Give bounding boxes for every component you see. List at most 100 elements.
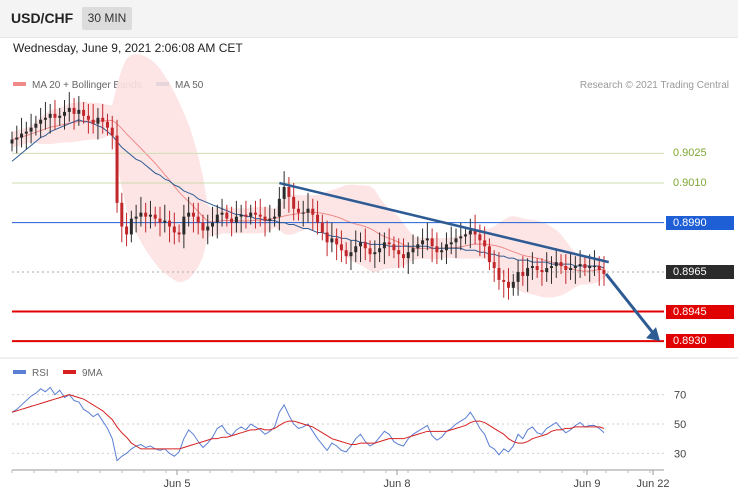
- resistance-trendline: [279, 181, 610, 264]
- candle-body: [330, 238, 334, 243]
- candle-body: [82, 109, 86, 116]
- candle-body: [602, 270, 606, 274]
- candle-body: [306, 208, 310, 213]
- candle-body: [583, 264, 587, 269]
- candle-body: [134, 216, 138, 219]
- candle-body: [91, 119, 95, 124]
- candle-body: [411, 248, 415, 253]
- candle-body: [564, 266, 568, 271]
- candle-body: [421, 240, 425, 245]
- candle-body: [253, 212, 257, 215]
- candle-body: [473, 230, 477, 235]
- candle-body: [569, 268, 573, 271]
- candle-body: [201, 222, 205, 231]
- candle-body: [206, 226, 210, 231]
- ma20-legend-label: MA 20 + Bollinger Bands: [32, 80, 142, 91]
- candle-body: [335, 238, 339, 245]
- candle-body: [573, 266, 577, 269]
- rsi-swatch: [13, 370, 26, 375]
- level-label-0.8990: 0.8990: [666, 215, 734, 230]
- time-tick-label: Jun 22: [636, 478, 669, 490]
- candle-body: [440, 250, 444, 253]
- candle-body: [48, 113, 52, 118]
- rsi-ma-legend-label: 9MA: [82, 368, 103, 379]
- candle-body: [110, 127, 114, 136]
- candle-body: [363, 242, 367, 249]
- candle-body: [158, 218, 162, 223]
- candle-body: [282, 186, 286, 199]
- candle-body: [215, 214, 219, 223]
- rsi-ma-line: [11, 394, 605, 450]
- candle-body: [301, 212, 305, 214]
- rsi-line: [11, 386, 605, 462]
- timestamp: Wednesday, June 9, 2021 2:06:08 AM CET: [13, 41, 243, 55]
- candle-body: [339, 244, 343, 251]
- candle-body: [449, 242, 453, 245]
- candle-body: [382, 242, 386, 249]
- candle-body: [540, 270, 544, 272]
- candle-body: [425, 238, 429, 241]
- level-label-0.9010: 0.9010: [673, 177, 707, 190]
- candle-body: [153, 214, 157, 219]
- ma50-legend-label: MA 50: [175, 80, 204, 91]
- candle-body: [354, 246, 358, 253]
- candle-body: [168, 220, 172, 227]
- candle-body: [268, 218, 272, 221]
- candle-body: [86, 115, 90, 120]
- rsi-legend: RSI: [13, 368, 49, 379]
- candle-body: [258, 214, 262, 217]
- candle-body: [435, 246, 439, 253]
- candle-body: [244, 214, 248, 217]
- candle-body: [296, 208, 300, 213]
- candle-body: [325, 232, 329, 243]
- candle-body: [63, 111, 67, 116]
- research-credit: Research © 2021 Trading Central: [579, 80, 729, 91]
- candle-body: [148, 214, 152, 217]
- candle-body: [24, 131, 28, 134]
- candle-body: [507, 281, 511, 288]
- candle-body: [597, 266, 601, 271]
- candle-body: [144, 212, 148, 217]
- candle-body: [592, 266, 596, 268]
- candle-body: [406, 252, 410, 259]
- candle-body: [187, 212, 191, 217]
- candle-body: [468, 230, 472, 235]
- candle-body: [249, 212, 253, 217]
- rsi-legend-label: RSI: [32, 368, 49, 379]
- candle-body: [39, 119, 43, 124]
- candle-body: [545, 268, 549, 272]
- candle-body: [344, 250, 348, 257]
- candle-body: [526, 268, 530, 276]
- candle-body: [239, 214, 243, 217]
- candle-body: [263, 216, 267, 221]
- candle-body: [172, 226, 176, 233]
- candle-body: [177, 232, 181, 235]
- candle-body: [43, 117, 47, 120]
- level-label-0.8930: 0.8930: [666, 334, 734, 349]
- instrument-title: USD/CHF: [11, 10, 74, 26]
- candle-body: [101, 117, 105, 122]
- candle-body: [492, 262, 496, 269]
- rsi-tick-label: 70: [674, 390, 686, 402]
- candle-body: [53, 113, 57, 118]
- candle-body: [483, 240, 487, 247]
- candle-body: [444, 244, 448, 251]
- candle-body: [139, 212, 143, 217]
- candle-body: [521, 271, 525, 276]
- candle-body: [511, 281, 515, 288]
- candle-body: [397, 250, 401, 255]
- candle-body: [105, 121, 109, 128]
- candle-body: [530, 266, 534, 269]
- rsi-ma-swatch: [63, 370, 76, 375]
- candle-body: [10, 139, 14, 144]
- timeframe-button[interactable]: 30 MIN: [82, 7, 132, 30]
- rsi-tick-label: 50: [674, 419, 686, 431]
- candle-body: [535, 266, 539, 271]
- candle-body: [464, 234, 468, 237]
- candle-body: [230, 218, 234, 223]
- candle-body: [120, 202, 124, 227]
- candle-body: [559, 262, 563, 267]
- candle-body: [220, 212, 224, 215]
- candle-body: [292, 196, 296, 209]
